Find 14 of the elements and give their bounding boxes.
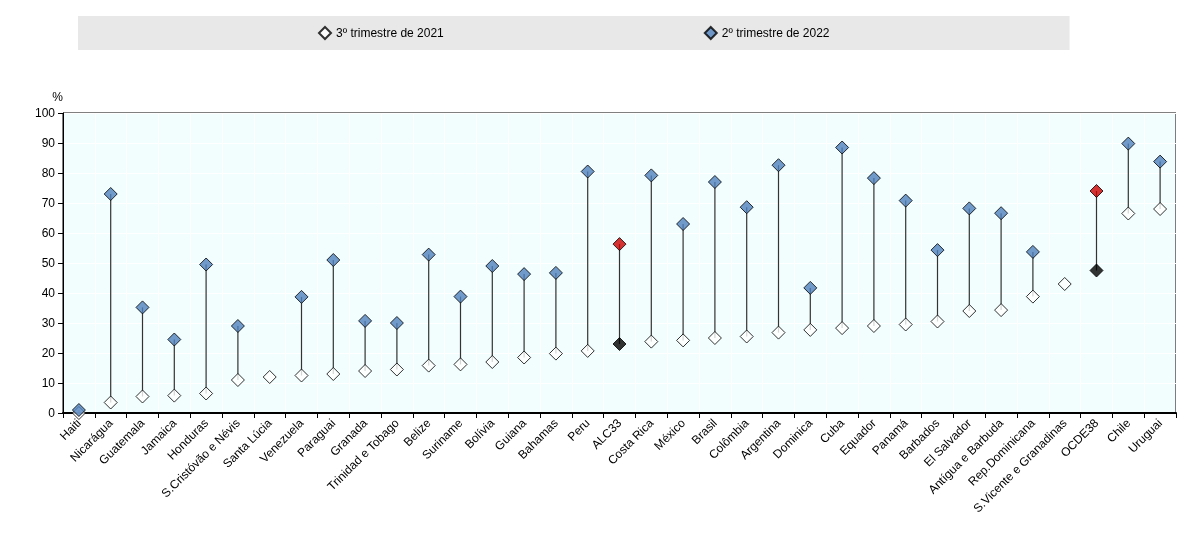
y-tick-label: 30 bbox=[41, 316, 56, 330]
legend-label: 2º trimestre de 2022 bbox=[721, 26, 830, 40]
y-tick-label: 20 bbox=[41, 346, 56, 360]
y-axis-title: % bbox=[52, 90, 64, 104]
y-tick-label: 90 bbox=[41, 136, 56, 150]
y-tick-label: 40 bbox=[41, 286, 56, 300]
y-tick-label: 70 bbox=[41, 196, 56, 210]
y-tick-label: 10 bbox=[41, 376, 56, 390]
legend-label: 3º trimestre de 2021 bbox=[336, 26, 445, 40]
y-tick-label: 0 bbox=[48, 406, 56, 420]
y-tick-label: 80 bbox=[41, 166, 56, 180]
y-tick-label: 60 bbox=[41, 226, 56, 240]
y-tick-label: 100 bbox=[34, 106, 56, 120]
y-tick-label: 50 bbox=[41, 256, 56, 270]
